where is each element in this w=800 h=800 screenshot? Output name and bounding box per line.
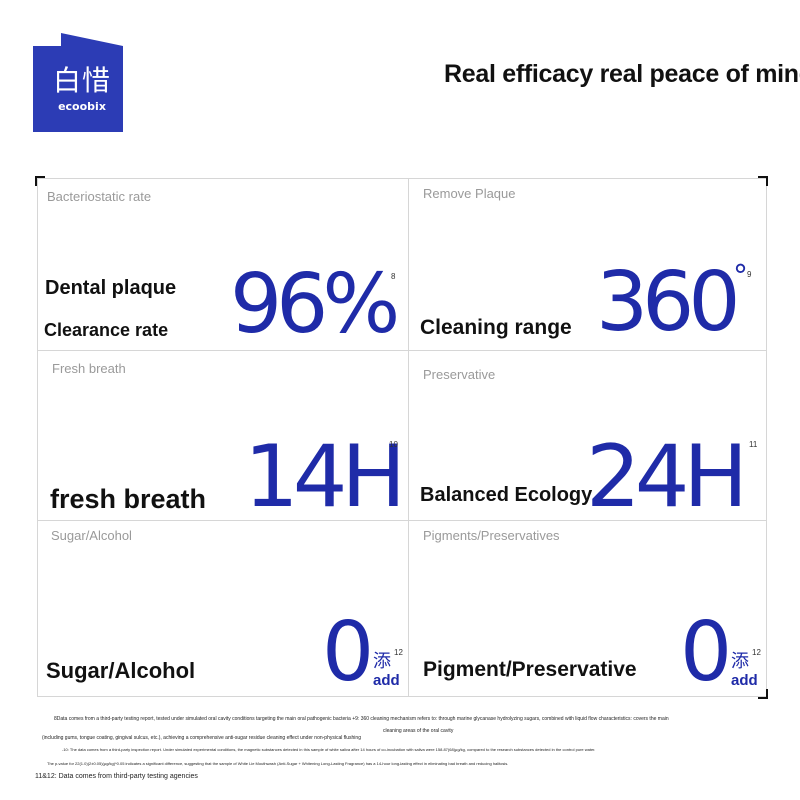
brand-logo [33,33,123,132]
footnote-line-3: -10: The data comes from a third-party i… [62,747,596,752]
cell-sugar-alcohol-add-cn: 添 [373,651,391,672]
footnote-line-2: (including gums, tongue coating, gingiva… [42,735,361,741]
cell-remove-plaque-label: Cleaning range [420,316,572,339]
cell-pigments-add-en: add [731,672,758,689]
page-headline: Real efficacy real peace of mind [444,60,800,88]
cell-pigments-note: 12 [752,648,761,657]
cell-bacteriostatic-title: Bacteriostatic rate [47,189,152,204]
cell-fresh-breath-note: 10 [389,440,398,449]
brand-name-en: ecoobix [58,100,106,113]
cell-bacteriostatic-label-1: Dental plaque [45,277,177,299]
brand-name-cn: 白惜 [52,64,111,97]
corner-mark-top-right [758,176,768,186]
cell-preservative-note: 11 [749,440,758,449]
cell-sugar-alcohol-add-en: add [373,672,400,689]
cell-sugar-alcohol-label: Sugar/Alcohol [46,658,196,683]
cell-remove-plaque-title: Remove Plaque [423,186,516,201]
cell-sugar-alcohol-title: Sugar/Alcohol [51,528,132,543]
corner-mark-top-left [35,176,45,186]
corner-mark-bottom-right [758,689,768,699]
grid-divider-row-2 [37,520,767,521]
cell-pigments-add-cn: 添 [731,651,749,672]
grid-divider-vertical [408,178,409,697]
cell-fresh-breath-label: fresh breath [50,484,207,514]
cell-remove-plaque-note: 9 [747,270,752,279]
cell-preservative-label: Balanced Ecology [420,484,593,506]
cell-pigments-value: 0 [680,605,733,700]
grid-divider-row-1 [37,350,767,351]
cell-sugar-alcohol-value: 0 [322,605,375,700]
cell-fresh-breath-value: 14H [244,427,406,527]
footnote-line-1b: cleaning areas of the oral cavity [383,728,454,734]
footnote-line-1: 8Data comes from a third-party testing r… [54,716,669,722]
cell-preservative-title: Preservative [423,367,496,382]
cell-pigments-title: Pigments/Preservatives [423,528,560,543]
efficacy-grid [37,178,767,697]
cell-pigments-label: Pigment/Preservative [423,658,637,681]
footnote-line-4: The p-value for 22(1.0)(2±0.05)(µg/kg)*0… [47,761,509,766]
cell-remove-plaque-degree: ° [733,259,748,294]
cell-bacteriostatic-note: 8 [391,272,396,281]
footnote-line-5: 11&12: Data comes from third-party testi… [35,773,198,780]
cell-fresh-breath-title: Fresh breath [52,361,126,376]
cell-preservative-value: 24H [586,427,748,527]
cell-remove-plaque-value: 360 [596,255,740,350]
cell-bacteriostatic-label-2: Clearance rate [44,320,169,340]
cell-bacteriostatic-value: 96% [230,257,400,352]
cell-sugar-alcohol-note: 12 [394,648,403,657]
